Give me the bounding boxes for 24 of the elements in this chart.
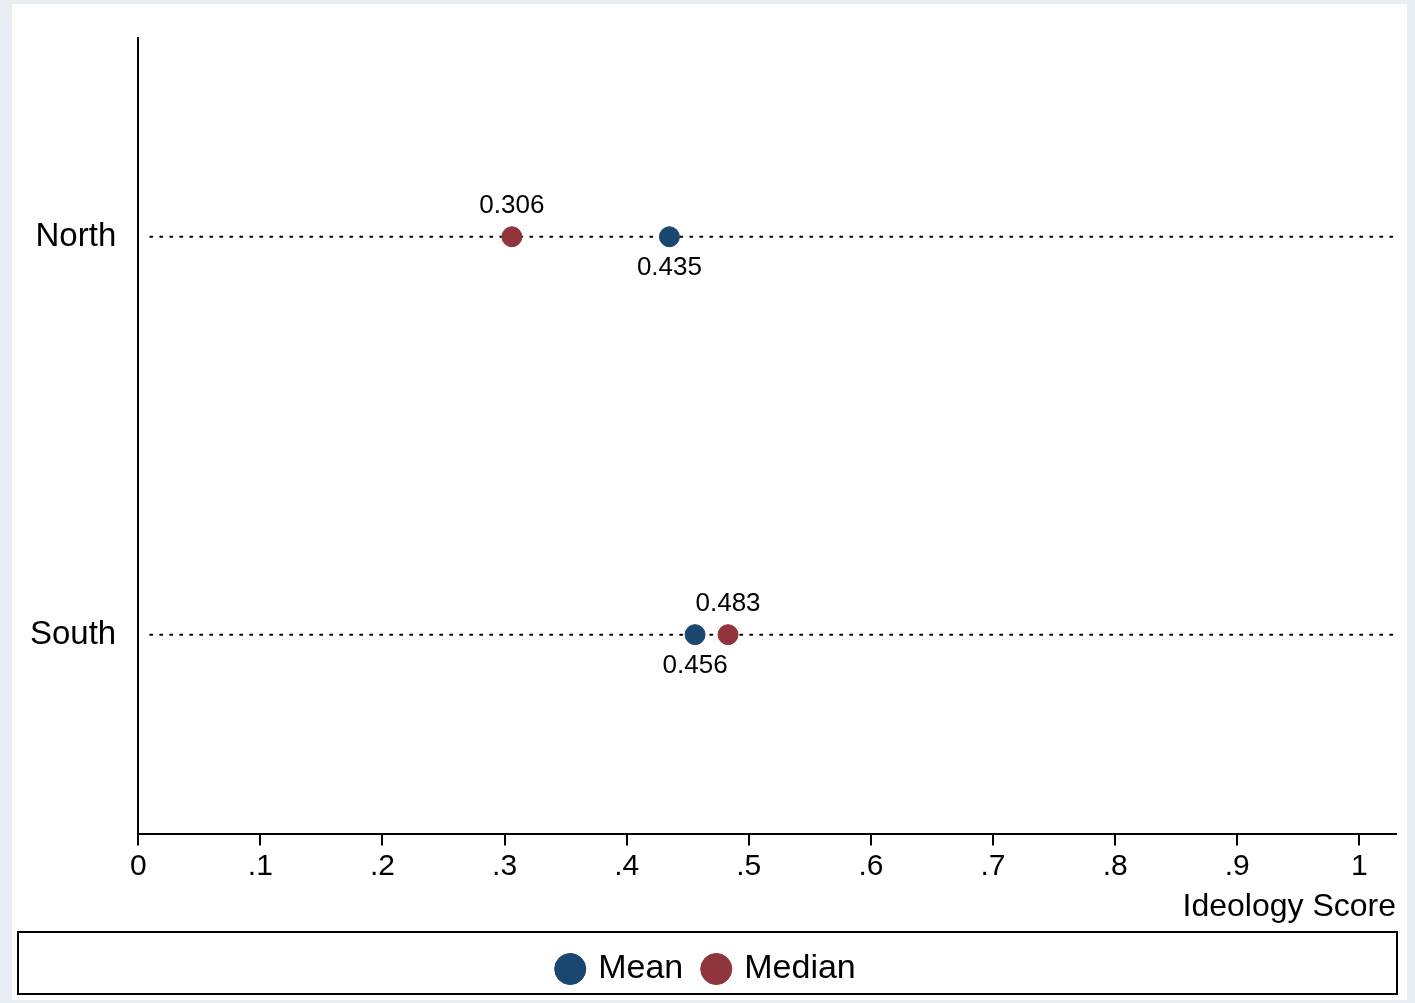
x-axis-title: Ideology Score: [1182, 886, 1396, 923]
x-tick-label: .9: [1224, 847, 1250, 881]
x-tick-label: .3: [492, 847, 518, 881]
legend-label: Mean: [598, 947, 684, 986]
x-tick-label: .6: [858, 847, 884, 881]
x-tick-label: .5: [736, 847, 762, 881]
point: [501, 226, 523, 248]
x-tick-label: .4: [614, 847, 640, 881]
legend-label: Median: [744, 947, 856, 986]
y-tick-label: South: [29, 613, 117, 651]
y-tick-label: North: [35, 215, 117, 253]
data-label: 0.483: [695, 586, 761, 617]
x-tick-label: .8: [1102, 847, 1128, 881]
x-tick-label: 1: [1351, 847, 1368, 881]
x-tick-label: .1: [247, 847, 273, 881]
point: [658, 226, 680, 248]
point: [684, 624, 706, 646]
x-tick-label: .7: [980, 847, 1006, 881]
data-label: 0.306: [479, 188, 545, 219]
point: [717, 624, 739, 646]
data-label: 0.456: [662, 648, 728, 679]
x-tick-label: 0: [129, 847, 147, 881]
data-label: 0.435: [636, 250, 702, 281]
x-tick-label: .2: [369, 847, 395, 881]
